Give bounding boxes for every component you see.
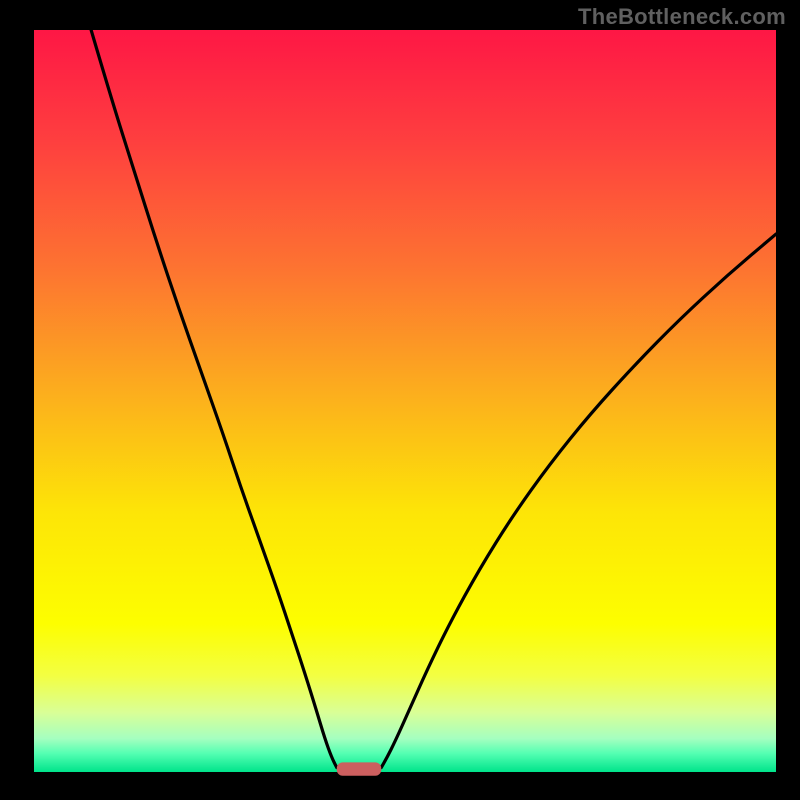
bottleneck-chart [0,0,800,800]
watermark-text: TheBottleneck.com [578,4,786,30]
optimal-marker [337,762,382,775]
gradient-background [34,30,776,772]
chart-container: { "watermark": { "text": "TheBottleneck.… [0,0,800,800]
